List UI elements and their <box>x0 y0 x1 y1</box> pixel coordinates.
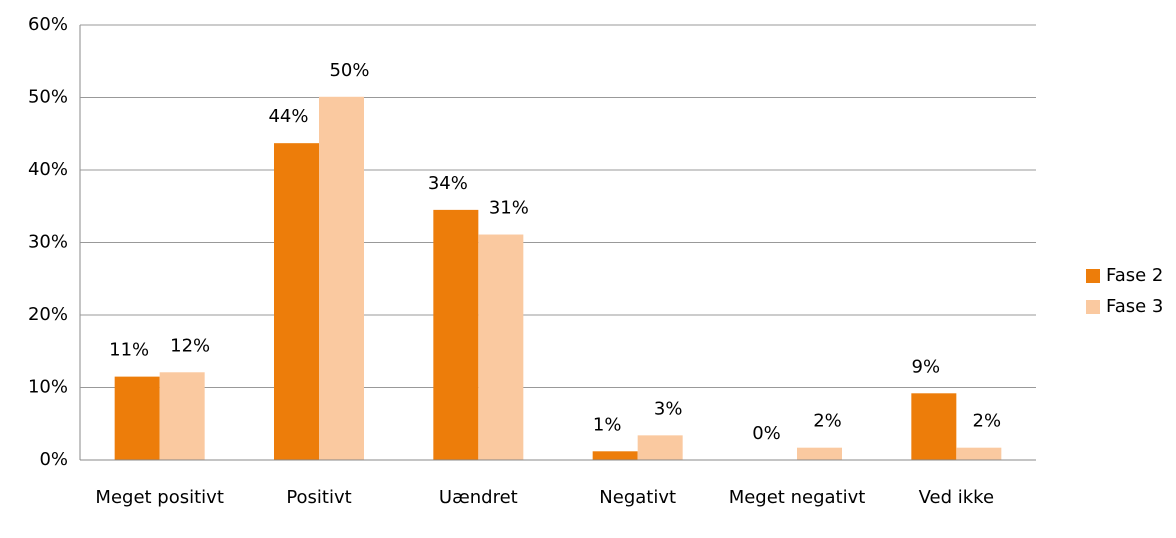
y-tick-label: 50% <box>28 87 68 108</box>
value-label: 34% <box>428 173 468 194</box>
value-label: 11% <box>109 340 149 361</box>
x-tick-label: Meget positivt <box>95 487 223 508</box>
value-label: 9% <box>912 356 941 377</box>
y-tick-label: 20% <box>28 304 68 325</box>
bar <box>319 96 364 461</box>
y-tick-label: 40% <box>28 159 68 180</box>
y-tick-label: 60% <box>28 14 68 35</box>
x-tick-label: Negativt <box>599 487 676 508</box>
bar <box>637 435 683 460</box>
bar <box>797 447 842 460</box>
value-label: 2% <box>813 411 842 432</box>
value-label: 2% <box>973 411 1002 432</box>
value-label: 1% <box>593 414 622 435</box>
bar <box>433 209 479 460</box>
x-tick-label: Meget negativt <box>729 487 866 508</box>
value-label: 3% <box>654 398 683 419</box>
value-label: 31% <box>489 198 529 219</box>
bar <box>478 234 524 460</box>
y-tick-label: 0% <box>39 449 68 470</box>
value-label: 0% <box>752 423 781 444</box>
legend-label: Fase 3 <box>1106 296 1163 317</box>
bar <box>592 451 638 460</box>
legend-swatch <box>1086 269 1100 283</box>
x-tick-label: Positivt <box>286 487 351 508</box>
legend-swatch <box>1086 300 1100 314</box>
bar <box>274 143 319 461</box>
legend-label: Fase 2 <box>1106 265 1163 286</box>
value-label: 44% <box>268 106 308 127</box>
bar <box>114 376 160 460</box>
x-tick-label: Uændret <box>439 487 518 508</box>
bar <box>956 447 1002 460</box>
value-label: 12% <box>170 335 210 356</box>
value-label: 50% <box>329 60 369 81</box>
y-tick-label: 10% <box>28 377 68 398</box>
bar <box>911 393 957 460</box>
y-tick-label: 30% <box>28 232 68 253</box>
x-tick-label: Ved ikke <box>919 487 994 508</box>
bar <box>159 372 205 460</box>
